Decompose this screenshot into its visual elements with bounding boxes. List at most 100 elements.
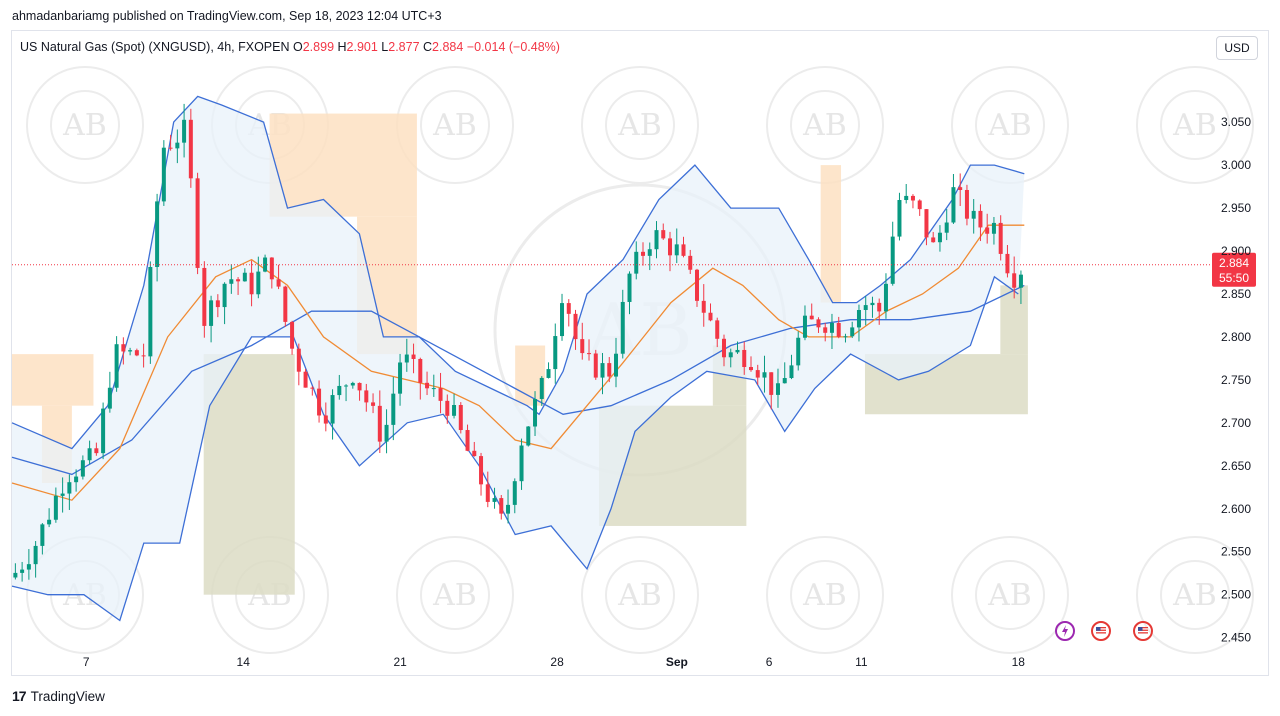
candle-body bbox=[215, 300, 220, 308]
candle-body bbox=[13, 572, 18, 578]
watermark-ring bbox=[766, 536, 884, 654]
candle-body bbox=[94, 448, 99, 454]
candle-body bbox=[971, 210, 976, 219]
candle-body bbox=[350, 382, 355, 386]
candle-body bbox=[856, 310, 861, 328]
y-tick-label: 3.050 bbox=[1221, 115, 1251, 129]
candle-body bbox=[195, 178, 200, 268]
candle-body bbox=[182, 119, 187, 143]
y-tick-label: 2.450 bbox=[1221, 631, 1251, 645]
lightning-event-icon[interactable] bbox=[1055, 621, 1075, 641]
candle-body bbox=[283, 286, 288, 322]
watermark-inner-ring bbox=[975, 90, 1045, 160]
candle-body bbox=[863, 305, 868, 311]
candle-body bbox=[485, 484, 490, 502]
candle-body bbox=[492, 498, 497, 502]
watermark-ring bbox=[951, 536, 1069, 654]
candle-body bbox=[742, 349, 747, 367]
candle-body bbox=[47, 519, 52, 525]
watermark-ring bbox=[581, 536, 699, 654]
candle-body bbox=[303, 371, 308, 388]
candle-body bbox=[418, 358, 423, 383]
candle-body bbox=[620, 301, 625, 354]
candle-body bbox=[836, 322, 841, 337]
candle-body bbox=[647, 249, 652, 256]
y-tick-label: 2.950 bbox=[1221, 201, 1251, 215]
candle-body bbox=[512, 481, 517, 505]
candle-body bbox=[539, 377, 544, 399]
candle-body bbox=[998, 222, 1003, 254]
candle-body bbox=[371, 402, 376, 406]
x-tick-label: 18 bbox=[1012, 655, 1026, 669]
candle-body bbox=[296, 348, 301, 372]
us-flag-event-icon-2[interactable] bbox=[1133, 621, 1153, 641]
candle-body bbox=[188, 119, 193, 179]
watermark-inner-ring bbox=[790, 90, 860, 160]
candle-body bbox=[897, 200, 902, 237]
candle-body bbox=[229, 279, 234, 284]
candle-body bbox=[175, 142, 180, 149]
y-tick-label: 2.550 bbox=[1221, 545, 1251, 559]
watermark-text: AB bbox=[802, 578, 847, 613]
x-tick-label: 11 bbox=[855, 655, 868, 669]
candle-body bbox=[465, 430, 470, 451]
watermark-inner-ring bbox=[1160, 90, 1230, 160]
candle-body bbox=[357, 382, 362, 391]
x-tick-label: 28 bbox=[550, 655, 564, 669]
candle-body bbox=[148, 267, 153, 357]
candle-body bbox=[134, 350, 139, 356]
candle-body bbox=[431, 388, 436, 390]
candle-body bbox=[829, 322, 834, 333]
x-tick-label: 6 bbox=[766, 655, 773, 669]
watermark-ring bbox=[1136, 536, 1254, 654]
candle-body bbox=[310, 387, 315, 389]
y-tick-label: 3.000 bbox=[1221, 158, 1251, 172]
candle-body bbox=[688, 255, 693, 270]
candle-body bbox=[269, 257, 274, 280]
candle-body bbox=[40, 524, 45, 546]
candle-body bbox=[242, 272, 247, 282]
candle-body bbox=[870, 302, 875, 306]
watermark-inner-ring bbox=[975, 560, 1045, 630]
watermark-text: AB bbox=[987, 578, 1032, 613]
x-tick-label: 7 bbox=[83, 655, 90, 669]
candle-body bbox=[823, 327, 828, 333]
x-tick-label: Sep bbox=[666, 655, 688, 669]
candle-body bbox=[991, 222, 996, 234]
candle-body bbox=[816, 319, 821, 328]
us-flag-event-icon[interactable] bbox=[1091, 621, 1111, 641]
candle-body bbox=[344, 385, 349, 387]
candle-body bbox=[580, 339, 585, 354]
watermark-text: AB bbox=[617, 578, 662, 613]
candle-body bbox=[978, 210, 983, 228]
watermark-inner-ring bbox=[1160, 560, 1230, 630]
y-tick-label: 2.800 bbox=[1221, 330, 1251, 344]
chart-frame bbox=[11, 30, 1269, 676]
currency-button[interactable]: USD bbox=[1216, 36, 1258, 60]
watermark-text: AB bbox=[987, 108, 1032, 143]
candle-body bbox=[560, 303, 565, 337]
candle-body bbox=[80, 460, 85, 477]
candle-body bbox=[472, 450, 477, 457]
candle-body bbox=[101, 408, 106, 454]
candle-body bbox=[155, 201, 160, 268]
candle-body bbox=[337, 385, 342, 396]
candle-body bbox=[1018, 274, 1023, 288]
candle-body bbox=[168, 147, 173, 149]
watermark-inner-ring bbox=[605, 560, 675, 630]
tradingview-logo[interactable]: 17 TradingView bbox=[12, 688, 105, 704]
candle-body bbox=[904, 195, 909, 201]
candle-body bbox=[681, 244, 686, 256]
candle-body bbox=[236, 279, 241, 282]
legend-low: 2.877 bbox=[388, 40, 420, 54]
candle-body bbox=[87, 448, 92, 461]
candle-body bbox=[499, 498, 504, 514]
candle-body bbox=[627, 273, 632, 302]
candle-body bbox=[802, 315, 807, 338]
y-tick-label: 2.650 bbox=[1221, 459, 1251, 473]
watermark-ring bbox=[1136, 66, 1254, 184]
candle-body bbox=[425, 382, 430, 389]
candle-body bbox=[546, 369, 551, 378]
candle-body bbox=[661, 230, 666, 239]
